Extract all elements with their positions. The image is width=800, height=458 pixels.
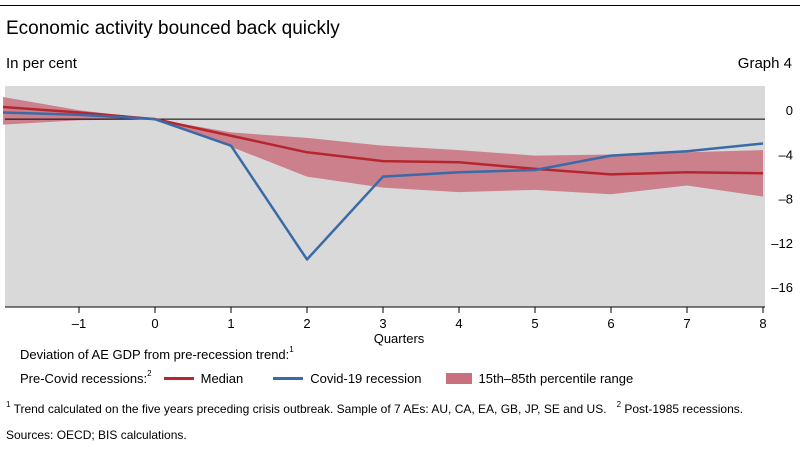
legend-swatch-band (445, 373, 472, 384)
footnote-1-marker: 1 (6, 400, 11, 409)
legend-label-band: 15th–85th percentile range (478, 371, 634, 386)
y-tick-label: 0 (786, 103, 793, 118)
sources: Sources: OECD; BIS calculations. (6, 428, 187, 442)
graph-label: Graph 4 (737, 55, 792, 72)
legend-label-covid: Covid-19 recession (310, 371, 422, 386)
x-axis-label: Quarters (374, 331, 425, 346)
legend-group-label: Pre-Covid recessions:2 (20, 369, 152, 386)
legend-item-median: Median (163, 371, 244, 386)
legend-heading: Deviation of AE GDP from pre-recession t… (20, 345, 294, 362)
footnote-1: Trend calculated on the five years prece… (13, 402, 607, 416)
legend: Pre-Covid recessions:2 Median Covid-19 r… (20, 369, 634, 386)
x-tick-label: –1 (72, 316, 86, 331)
x-tick-label: 7 (683, 316, 690, 331)
footnote-2-marker: 2 (616, 400, 622, 409)
x-tick-label: 5 (531, 316, 538, 331)
chart-title: Economic activity bounced back quickly (6, 18, 340, 39)
top-rule (0, 5, 800, 6)
legend-heading-text: Deviation of AE GDP from pre-recession t… (20, 347, 290, 362)
y-tick-label: –12 (771, 236, 793, 251)
x-tick-label: 4 (455, 316, 462, 331)
plot-area (5, 86, 765, 307)
x-tick-label: 3 (379, 316, 386, 331)
footnotes: 1 Trend calculated on the five years pre… (6, 400, 744, 416)
legend-swatch-median (163, 377, 194, 380)
legend-heading-note: 1 (289, 345, 294, 354)
x-tick-label: 6 (607, 316, 614, 331)
legend-group-text: Pre-Covid recessions: (20, 371, 148, 386)
y-tick-label: –4 (779, 147, 793, 162)
y-tick-label: –8 (779, 192, 793, 207)
y-tick-label: –16 (771, 280, 793, 295)
legend-label-median: Median (200, 371, 244, 386)
x-tick-label: 8 (759, 316, 766, 331)
legend-group-note: 2 (147, 369, 152, 378)
x-tick-label: 0 (151, 316, 158, 331)
footnote-2: Post-1985 recessions. (624, 402, 744, 416)
x-tick-label: 1 (227, 316, 234, 331)
covid-19-line (2, 111, 764, 261)
legend-item-covid: Covid-19 recession (273, 371, 422, 386)
chart-subtitle: In per cent (6, 55, 77, 72)
x-tick-label: 2 (303, 316, 310, 331)
legend-swatch-covid (273, 377, 304, 380)
legend-item-band: 15th–85th percentile range (445, 371, 634, 386)
chart: –1 0 1 2 3 4 5 6 7 8 0 –4 –8 –12 –16 Quarters (2, 86, 793, 346)
